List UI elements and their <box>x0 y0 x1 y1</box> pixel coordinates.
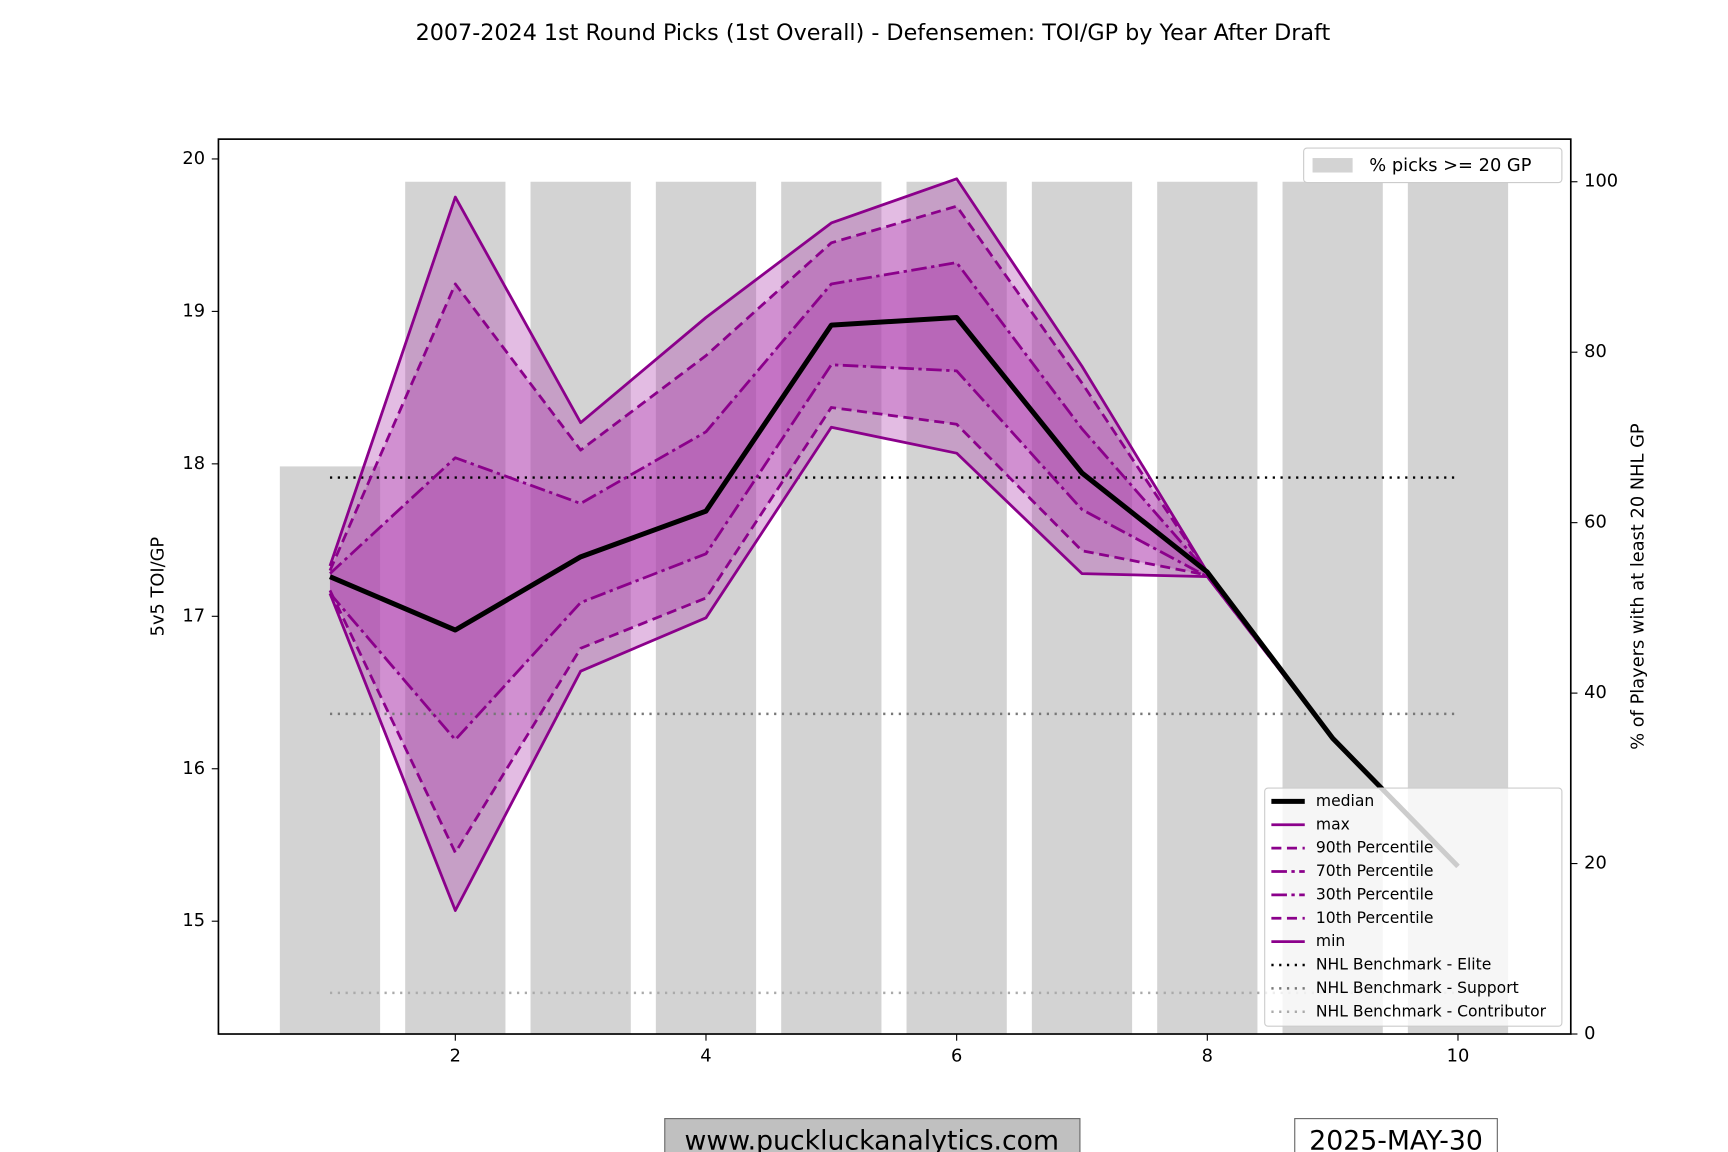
website-box <box>664 1118 1081 1152</box>
x-tick-label: 6 <box>951 1045 962 1066</box>
y2-tick-label: 20 <box>1584 853 1607 874</box>
series-line <box>329 261 1459 868</box>
y-tick-label: 18 <box>182 453 205 474</box>
series-line <box>329 314 1460 869</box>
bar-legend-label: % picks >= 20 GP <box>1369 155 1531 176</box>
x-tick-label: 8 <box>1202 1045 1213 1066</box>
plot-frame <box>217 138 1572 1035</box>
series-line <box>328 363 1459 868</box>
date-box <box>1294 1118 1498 1152</box>
y2-tick-label: 100 <box>1584 171 1618 192</box>
legend-label: max <box>1316 815 1350 833</box>
band <box>329 262 1458 867</box>
bar <box>906 181 1007 1035</box>
y-tick-label: 15 <box>182 910 205 931</box>
y2-tick-label: 0 <box>1584 1023 1595 1044</box>
legend-label: NHL Benchmark - Elite <box>1316 956 1491 974</box>
bar <box>530 181 631 1035</box>
legend-label: median <box>1316 792 1374 810</box>
bar-legend-patch <box>1312 158 1353 173</box>
y2-tick-label: 80 <box>1584 341 1607 362</box>
x-tick-label: 2 <box>450 1045 461 1066</box>
y2-tick-label: 60 <box>1584 512 1607 533</box>
band <box>329 178 1458 911</box>
date: 2025-MAY-30 <box>1309 1125 1483 1152</box>
y-tick-label: 17 <box>182 605 205 626</box>
y2-axis-label: % of Players with at least 20 NHL GP <box>1628 423 1649 750</box>
legend-label: NHL Benchmark - Contributor <box>1316 1002 1547 1020</box>
series-line <box>328 204 1459 868</box>
bar <box>1031 181 1133 1035</box>
legend-label: 10th Percentile <box>1316 909 1434 927</box>
legend-label: 70th Percentile <box>1316 862 1434 880</box>
legend-box <box>1264 787 1563 1027</box>
y-tick-label: 16 <box>182 758 205 779</box>
series-line <box>328 406 1459 868</box>
y-axis-label: 5v5 TOI/GP <box>147 537 168 637</box>
website: www.puckluckanalytics.com <box>685 1125 1059 1152</box>
bar <box>1157 181 1258 1035</box>
legend-label: 90th Percentile <box>1316 839 1434 857</box>
y-tick-label: 19 <box>182 300 205 321</box>
bar-legend-box <box>1303 147 1563 184</box>
legend-label: 30th Percentile <box>1316 885 1434 903</box>
bar <box>279 466 381 1035</box>
y-tick-label: 20 <box>182 148 205 169</box>
legend-label: min <box>1316 932 1345 950</box>
x-tick-label: 10 <box>1447 1045 1470 1066</box>
x-tick-label: 4 <box>700 1045 711 1066</box>
legend-label: NHL Benchmark - Support <box>1316 979 1519 997</box>
chart-title: 2007-2024 1st Round Picks (1st Overall) … <box>416 20 1331 46</box>
band <box>329 206 1458 867</box>
y2-tick-label: 40 <box>1584 682 1607 703</box>
